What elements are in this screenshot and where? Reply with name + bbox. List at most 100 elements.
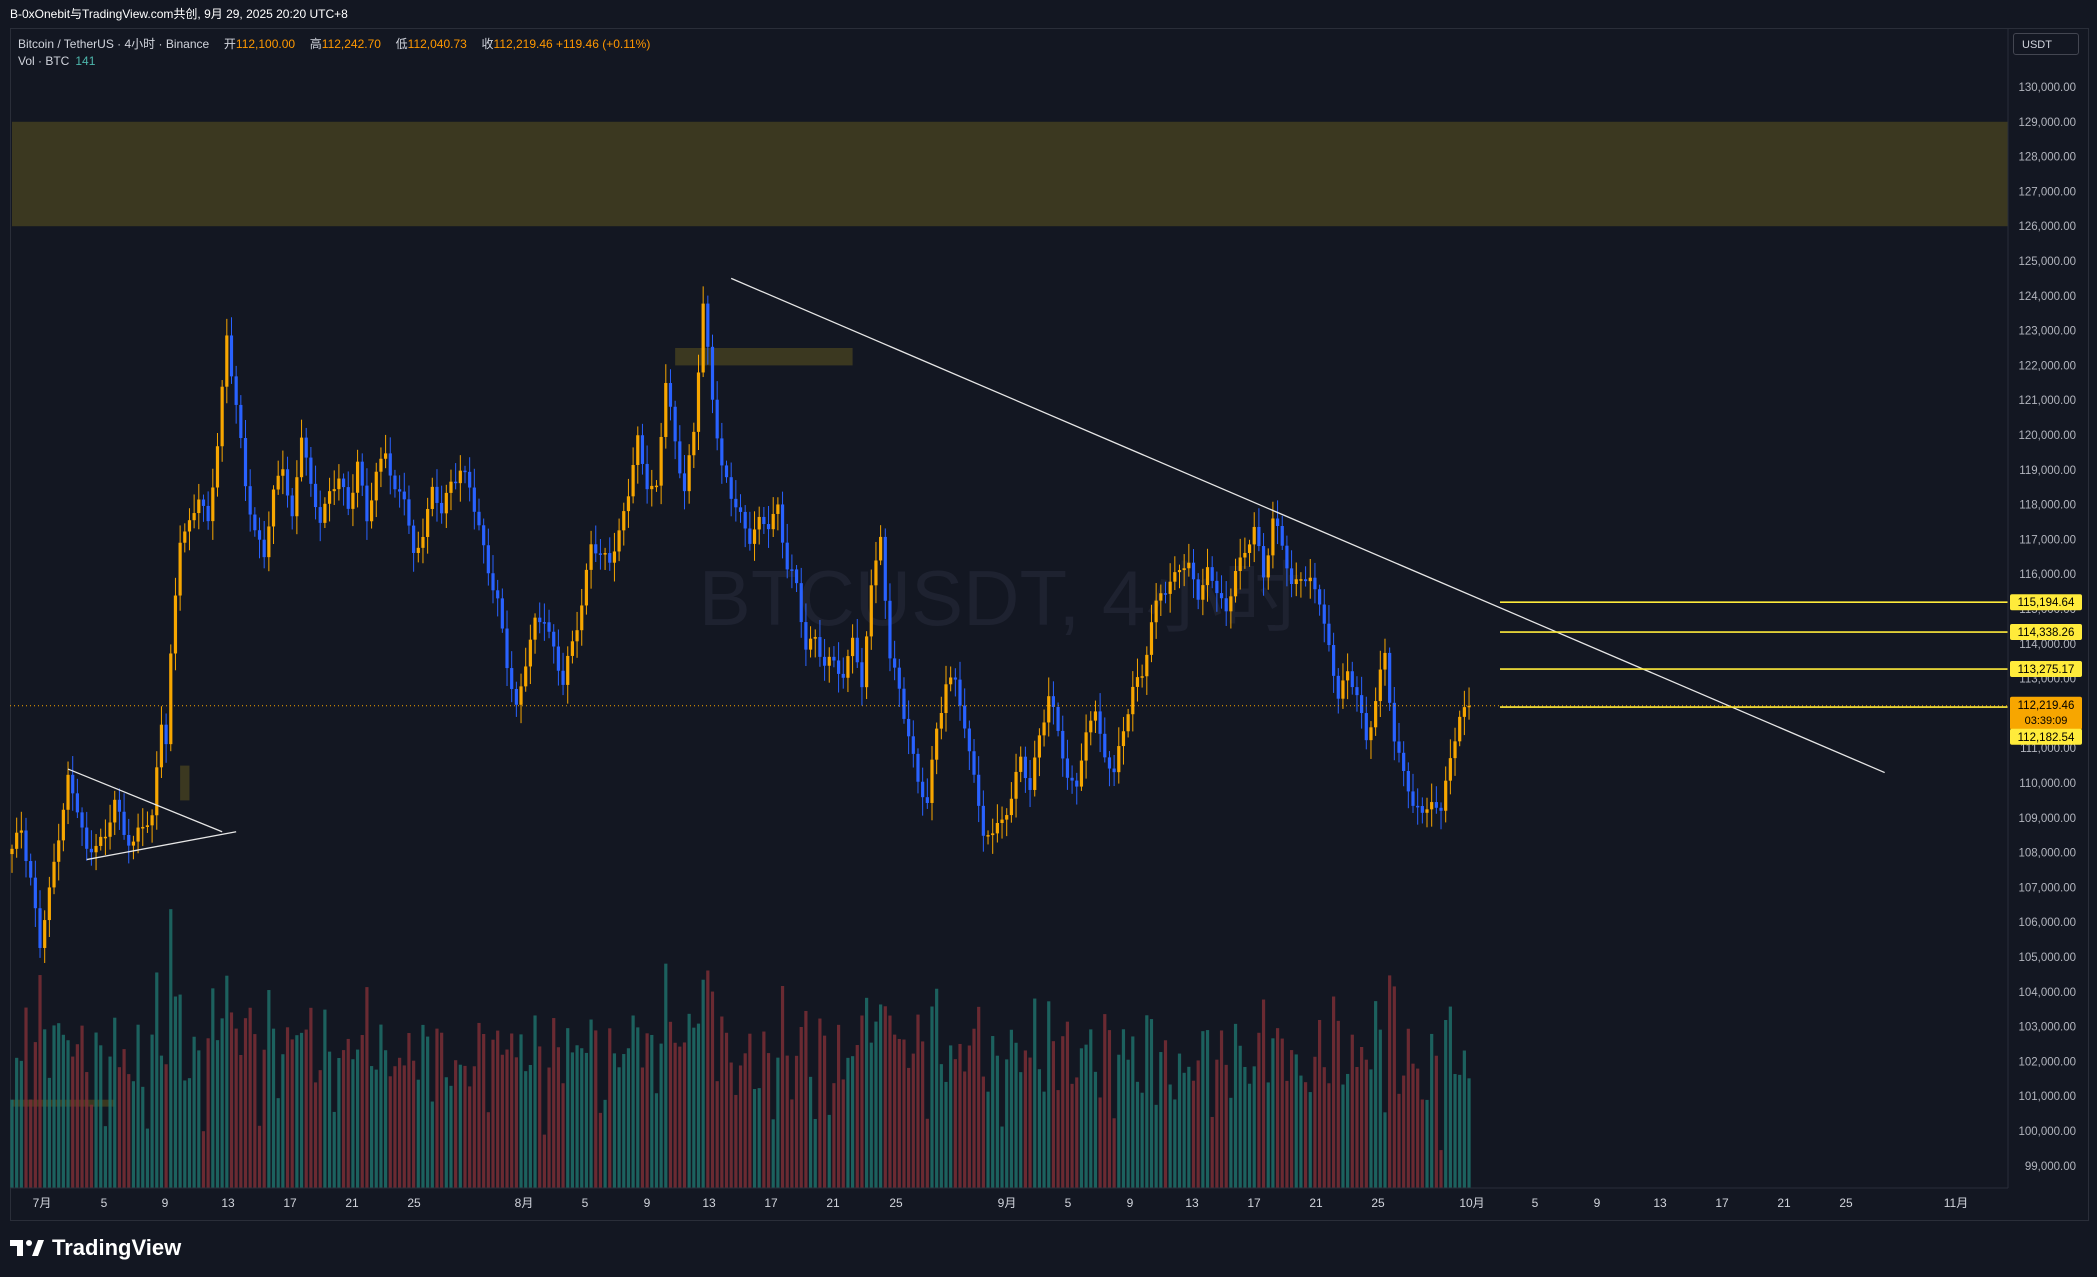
candle-body [1042,722,1046,736]
volume-bar [1275,1028,1280,1188]
candle-body [80,812,84,828]
volume-bar [276,1098,280,1188]
tradingview-branding[interactable]: TradingView [10,1232,181,1264]
candle-body [276,475,280,490]
symbol-watermark: BTCUSDT, 4小时 [699,554,1301,642]
candle-body [1000,819,1004,824]
volume-bar [916,1014,920,1188]
volume-bar [337,1058,341,1188]
volume-bar [295,1035,299,1188]
candle-body [295,477,299,517]
candle-body [337,478,341,490]
candle-body [52,861,56,888]
candle-body [388,453,392,476]
candle-body [197,499,201,514]
time-tick-label: 10月 [1459,1196,1484,1210]
candle-body [43,920,47,948]
candle-body [1336,675,1340,699]
volume-bar [1093,1071,1098,1188]
volume-bar [318,1070,322,1188]
candle-body [1065,758,1070,778]
volume-bar [570,1052,574,1188]
candle-body [925,797,929,803]
resistance-2-label: 114,338.26 [2018,627,2075,639]
candle-body [836,660,841,674]
candle-body [631,465,635,497]
candle-body [701,303,705,373]
volume-bar [1299,1075,1303,1188]
candle-body [1392,702,1396,742]
volume-bar [1266,1082,1270,1188]
volume-bar [650,1034,654,1188]
candle-body [1318,589,1322,605]
candle-body [220,386,224,447]
volume-bar [1444,1020,1448,1188]
candle-body [500,598,504,629]
volume-bar [1121,1029,1126,1188]
volume-bar [346,1038,350,1188]
price-tick-label: 99,000.00 [2025,1161,2076,1173]
candle-body [486,545,490,574]
volume-bar [1187,1066,1191,1188]
volume-bar [776,1057,780,1188]
volume-bar [281,1054,285,1188]
time-tick-label: 21 [1777,1196,1791,1210]
volume-bar [654,1093,659,1188]
volume-bar [1243,1066,1247,1188]
candle-body [505,628,509,669]
candle-body [1257,526,1261,547]
candle-body [299,437,304,478]
candle-body [519,686,523,705]
volume-bar [1159,1052,1163,1188]
candle-body [533,617,537,640]
candle-body [762,516,766,525]
candle-body [813,637,817,639]
time-tick-label: 13 [1185,1196,1199,1210]
candle-body [524,666,528,687]
lines-layer [10,277,2008,861]
volume-bar [89,1104,93,1188]
candle-body [986,835,990,837]
candle-body [650,485,654,490]
candle-body [626,496,631,512]
time-tick-label: 21 [345,1196,359,1210]
volume-bar [1051,1041,1056,1188]
volume-bar [668,1021,673,1188]
volume-bar [598,1112,603,1188]
zones-layer [12,121,2008,1107]
volume-bar [262,1049,266,1188]
main-downtrend [730,277,1885,774]
candle-body [911,736,915,754]
candle-body [1126,714,1130,732]
candle-body [1084,732,1088,761]
volume-label: Vol · BTC [18,54,70,68]
candle-body [1224,598,1228,612]
volume-bar [1346,1073,1350,1188]
price-tick-label: 127,000.00 [2018,186,2076,198]
volume-bar [412,1060,416,1188]
candle-body [1308,577,1312,582]
volume-bar [239,1054,243,1188]
currency-button[interactable]: USDT [2013,33,2079,55]
candle-body [173,595,178,654]
volume-bar [921,1041,925,1188]
candle-body [1374,701,1378,728]
candle-body [393,475,397,490]
volume-bar [1177,1053,1182,1188]
volume-bar [472,1066,476,1188]
price-tick-label: 117,000.00 [2019,534,2076,546]
candle-body [561,670,565,685]
low-label: 低 [395,37,408,51]
candle-body [799,583,803,623]
candle-body [206,505,210,522]
volume-bar [1061,1036,1065,1188]
candle-body [1121,731,1126,747]
candle-body [687,455,691,492]
price-tick-label: 118,000.00 [2019,500,2076,512]
volume-bar [552,1018,556,1188]
volume-bar [421,1024,425,1188]
volume-bar [229,1012,234,1188]
volume-bar [678,1046,682,1188]
volume-bar [257,1125,262,1188]
